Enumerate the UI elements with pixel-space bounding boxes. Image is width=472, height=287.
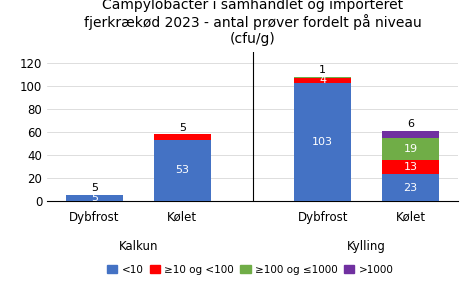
Text: 5: 5: [91, 193, 98, 203]
Text: 19: 19: [404, 144, 418, 154]
Bar: [382, 160, 439, 174]
Text: Kalkun: Kalkun: [118, 240, 158, 253]
Text: 53: 53: [175, 166, 189, 175]
Bar: [382, 138, 439, 160]
Text: 23: 23: [404, 183, 418, 193]
Legend: <10, ≥10 og <100, ≥100 og ≤1000, >1000: <10, ≥10 og <100, ≥100 og ≤1000, >1000: [103, 261, 397, 279]
Text: 5: 5: [179, 123, 186, 133]
Bar: [294, 78, 351, 83]
Bar: [294, 83, 351, 201]
Bar: [154, 134, 211, 140]
Text: 103: 103: [312, 137, 333, 147]
Bar: [66, 195, 123, 201]
Text: 4: 4: [319, 75, 326, 85]
Text: 5: 5: [91, 183, 98, 193]
Bar: [382, 174, 439, 201]
Text: 6: 6: [407, 119, 414, 129]
Title: Campylobacter i samhandlet og importeret
fjerkrækød 2023 - antal prøver fordelt : Campylobacter i samhandlet og importeret…: [84, 0, 421, 46]
Bar: [154, 140, 211, 201]
Bar: [382, 131, 439, 138]
Text: 1: 1: [319, 65, 326, 75]
Text: 13: 13: [404, 162, 418, 172]
Bar: [294, 77, 351, 78]
Text: Kylling: Kylling: [347, 240, 386, 253]
